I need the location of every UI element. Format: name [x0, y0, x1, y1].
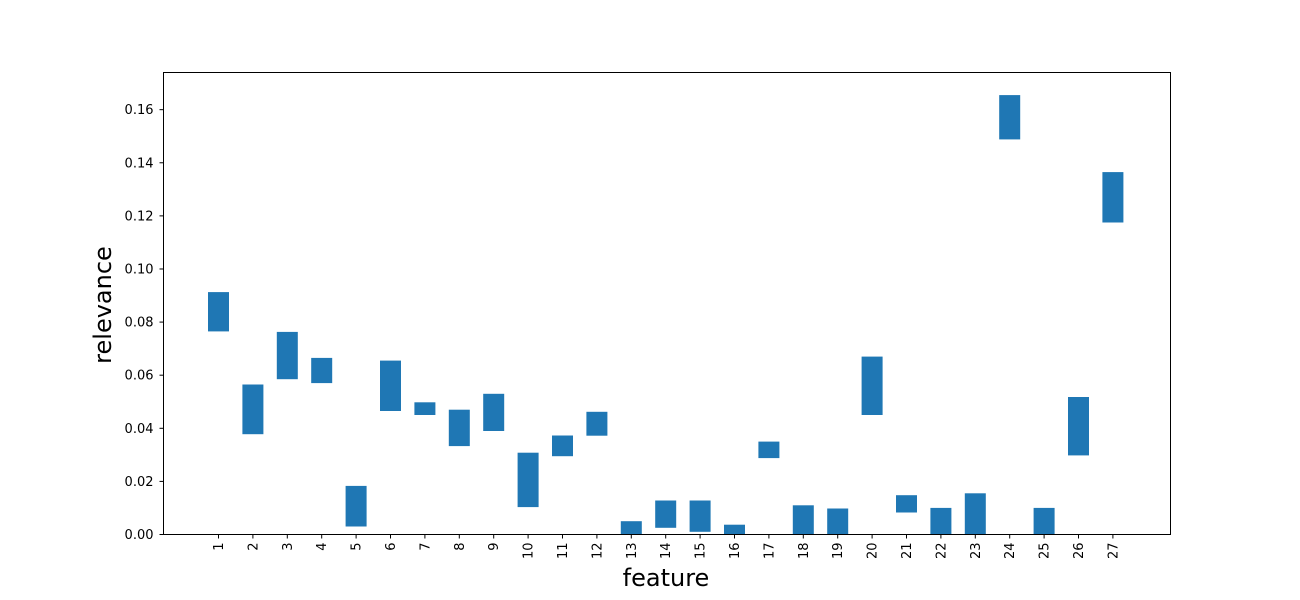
y-tick-label: 0.16 [125, 103, 154, 118]
bar-feature-27 [1102, 172, 1124, 223]
x-tick-label: 9 [487, 543, 502, 551]
plot-area-frame [163, 72, 1171, 535]
x-tick-label: 18 [797, 543, 812, 560]
bar-feature-3 [276, 331, 298, 380]
bar-feature-17 [758, 441, 780, 459]
bar-feature-13 [620, 521, 642, 535]
x-tick-label: 4 [315, 543, 330, 551]
x-tick-label: 14 [659, 543, 674, 560]
bar-feature-21 [896, 495, 917, 513]
y-tick-label: 0.08 [125, 316, 154, 331]
x-tick-label: 25 [1038, 543, 1053, 560]
bar-feature-11 [552, 435, 573, 457]
bar-feature-24 [999, 95, 1021, 140]
x-tick-label: 10 [522, 543, 537, 560]
y-axis-title: relevance [89, 246, 117, 364]
x-tick-label: 2 [246, 543, 261, 551]
bar-feature-5 [345, 485, 367, 527]
bar-feature-22 [930, 507, 952, 535]
bar-feature-1 [208, 292, 229, 332]
x-tick-label: 20 [866, 543, 881, 560]
bar-feature-25 [1033, 507, 1055, 535]
bar-feature-15 [689, 500, 711, 532]
x-tick-label: 6 [384, 543, 399, 551]
bar-feature-19 [827, 508, 849, 535]
y-ticks-group: 0.00 0.02 0.04 0.06 0.08 0.10 0.12 0.14 0.16 [125, 103, 164, 543]
x-tick-label: 26 [1072, 543, 1087, 560]
x-tick-label: 13 [625, 543, 640, 560]
x-tick-label: 17 [762, 543, 777, 560]
x-tick-label: 19 [831, 543, 846, 560]
y-tick-label: 0.10 [125, 262, 154, 277]
bar-feature-23 [964, 493, 986, 535]
x-tick-label: 27 [1106, 543, 1121, 560]
y-tick-label: 0.14 [125, 156, 154, 171]
bar-feature-8 [448, 409, 470, 447]
bar-feature-9 [483, 393, 505, 431]
y-tick-label: 0.00 [125, 528, 154, 543]
bar-feature-18 [792, 505, 814, 535]
bar-feature-20 [861, 356, 883, 415]
x-tick-label: 11 [556, 543, 571, 560]
x-tick-label: 3 [281, 543, 296, 551]
x-tick-label: 8 [453, 543, 468, 551]
bar-feature-6 [380, 360, 401, 411]
bar-feature-12 [586, 411, 608, 436]
x-tick-label: 22 [934, 543, 949, 560]
x-tick-label: 24 [1003, 543, 1018, 560]
x-tick-label: 23 [969, 543, 984, 560]
x-tick-label: 21 [900, 543, 915, 560]
bar-feature-16 [724, 524, 745, 535]
x-axis-title: feature [623, 564, 710, 592]
bar-feature-4 [311, 357, 333, 384]
bar-feature-2 [242, 384, 264, 435]
y-tick-label: 0.06 [125, 369, 154, 384]
x-tick-label: 12 [590, 543, 605, 560]
x-tick-label: 5 [350, 543, 365, 551]
bars-group [208, 95, 1124, 535]
x-ticks-group: 1 2 3 4 5 6 7 8 9 10 11 12 13 14 15 16 17 18 19 20 21 22 23 24 2… [212, 534, 1121, 560]
x-tick-label: 1 [212, 543, 227, 551]
bar-feature-14 [655, 500, 677, 528]
y-tick-label: 0.04 [125, 422, 154, 437]
y-tick-label: 0.02 [125, 475, 154, 490]
bar-feature-7 [414, 402, 436, 415]
y-tick-label: 0.12 [125, 209, 154, 224]
x-tick-label: 15 [694, 543, 709, 560]
bar-feature-26 [1068, 397, 1089, 456]
bar-feature-10 [517, 452, 539, 508]
x-tick-label: 7 [418, 543, 433, 551]
x-tick-label: 16 [728, 543, 743, 560]
